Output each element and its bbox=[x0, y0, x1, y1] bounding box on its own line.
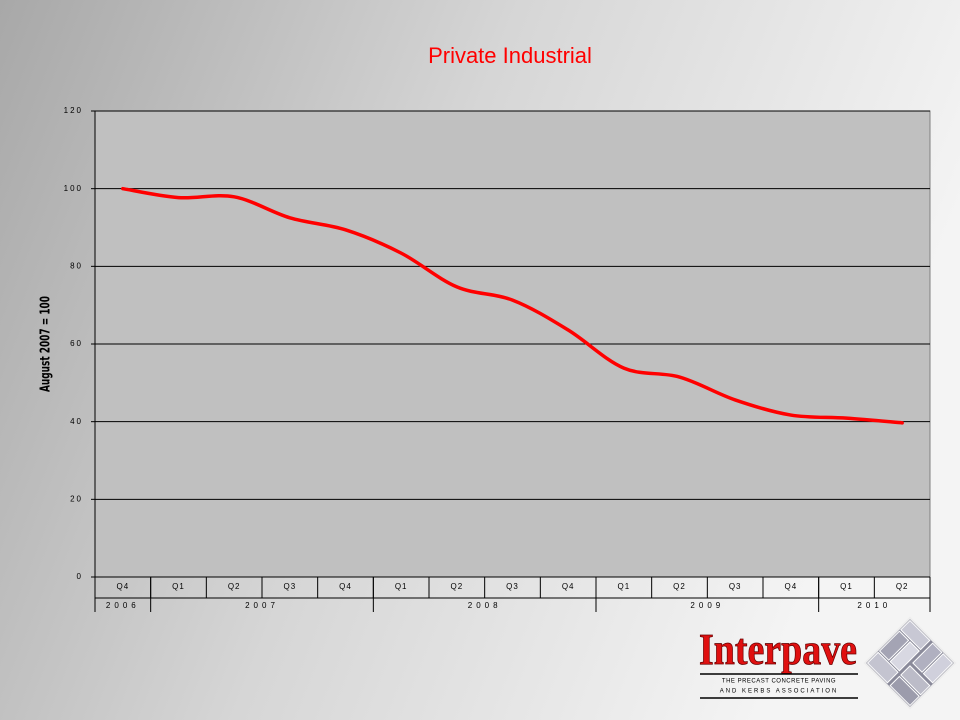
x-tick-label: Q1 bbox=[395, 582, 408, 591]
x-tick-label: Q1 bbox=[617, 582, 630, 591]
x-group-label: 2007 bbox=[245, 601, 279, 610]
x-tick-label: Q1 bbox=[172, 582, 185, 591]
y-tick-label: 120 bbox=[64, 106, 83, 115]
x-tick-label: Q3 bbox=[729, 582, 742, 591]
x-tick-label: Q2 bbox=[673, 582, 686, 591]
logo-icon bbox=[863, 616, 957, 710]
y-tick-label: 100 bbox=[64, 184, 83, 193]
x-group-label: 2009 bbox=[690, 601, 724, 610]
x-tick-label: Q2 bbox=[228, 582, 241, 591]
y-axis-label: August 2007 = 100 bbox=[39, 296, 54, 392]
data-line bbox=[121, 186, 904, 425]
x-tick-label: Q3 bbox=[506, 582, 519, 591]
y-tick-label: 60 bbox=[70, 339, 83, 348]
x-tick-label: Q4 bbox=[562, 582, 575, 591]
y-tick-label: 40 bbox=[70, 417, 83, 426]
y-tick-label: 80 bbox=[70, 261, 83, 270]
x-tick-label: Q2 bbox=[450, 582, 463, 591]
x-tick-label: Q2 bbox=[896, 582, 909, 591]
plot: 0 20 40 60 80 100 120 Q4 Q1 Q2 Q3 Q4 Q1 Q2 Q3 Q4 Q1 Q2 Q3 Q… bbox=[64, 106, 931, 612]
x-group-label: 2010 bbox=[857, 601, 891, 610]
chart-title: Private Industrial bbox=[428, 43, 592, 68]
logo-line2: AND KERBS ASSOCIATION bbox=[720, 689, 839, 695]
y-tick-label: 0 bbox=[77, 572, 83, 581]
x-group-label: 2008 bbox=[468, 601, 502, 610]
x-tick-label: Q4 bbox=[339, 582, 352, 591]
y-tick-label: 20 bbox=[70, 494, 83, 503]
logo-name: Interpave bbox=[699, 625, 857, 674]
x-tick-label: Q1 bbox=[840, 582, 853, 591]
x-tick-label: Q3 bbox=[283, 582, 296, 591]
logo: Interpave THE PRECAST CONCRETE PAVING AN… bbox=[699, 616, 957, 710]
x-tick-label: Q4 bbox=[784, 582, 797, 591]
logo-line1: THE PRECAST CONCRETE PAVING bbox=[722, 679, 836, 685]
x-group-label: 2006 bbox=[106, 601, 140, 610]
x-tick-label: Q4 bbox=[116, 582, 129, 591]
